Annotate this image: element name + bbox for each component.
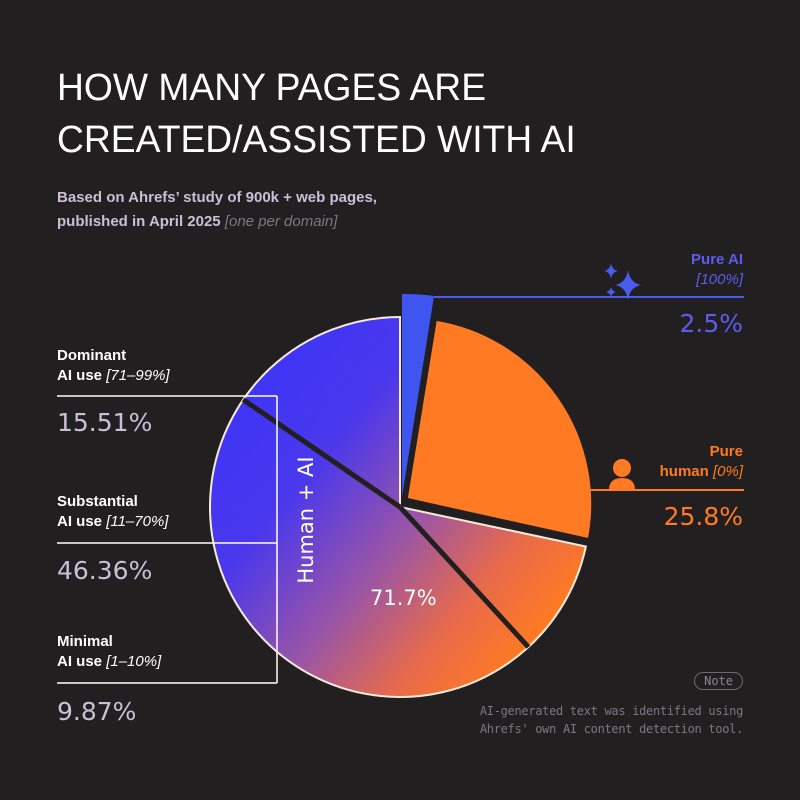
page-title: HOW MANY PAGES ARE CREATED/ASSISTED WITH… bbox=[57, 62, 576, 166]
minimal-name-1: Minimal bbox=[57, 633, 113, 650]
substantial-value: 46.36% bbox=[57, 556, 153, 585]
sparkles-icon bbox=[604, 263, 641, 300]
subtitle-line-1: Based on Ahrefs’ study of 900k + web pag… bbox=[57, 189, 377, 206]
note-text: AI-generated text was identified using A… bbox=[480, 702, 743, 738]
person-icon bbox=[609, 459, 635, 490]
substantial-range: [11–70%] bbox=[106, 513, 169, 530]
pure-ai-label: Pure AI [100%] bbox=[691, 250, 743, 290]
dominant-name-1: Dominant bbox=[57, 347, 127, 364]
subtitle-line-2: published in April 2025 bbox=[57, 213, 221, 230]
pure-human-range: [0%] bbox=[712, 463, 743, 480]
pure-human-value: 25.8% bbox=[663, 502, 743, 531]
pure-human-name-2: human bbox=[659, 463, 709, 480]
substantial-name-1: Substantial bbox=[57, 493, 138, 510]
pure-human-label: Pure human [0%] bbox=[660, 442, 743, 482]
dominant-range: [71–99%] bbox=[106, 367, 170, 384]
human-ai-label: Human + AI bbox=[294, 456, 318, 584]
substantial-name-2: AI use bbox=[57, 513, 103, 530]
pure-ai-name: Pure AI bbox=[691, 251, 743, 268]
pure-ai-value: 2.5% bbox=[679, 309, 743, 338]
slice-pure-ai bbox=[402, 293, 434, 497]
divider-minimal-substantial bbox=[398, 505, 531, 649]
pure-human-name-1: Pure bbox=[709, 443, 743, 460]
subtitle: Based on Ahrefs’ study of 900k + web pag… bbox=[57, 186, 377, 234]
dominant-name-2: AI use bbox=[57, 367, 103, 384]
minimal-range: [1–10%] bbox=[106, 653, 162, 670]
minimal-name-2: AI use bbox=[57, 653, 103, 670]
note-badge: Note bbox=[694, 672, 743, 690]
note-line-1: AI-generated text was identified using bbox=[479, 704, 743, 718]
human-ai-group bbox=[209, 315, 588, 698]
left-bracket bbox=[57, 395, 278, 684]
title-line-1: HOW MANY PAGES ARE bbox=[57, 67, 487, 109]
dominant-label: Dominant AI use [71–99%] bbox=[57, 346, 170, 386]
human-ai-value: 71.7% bbox=[370, 586, 437, 610]
note-line-2: Ahrefs' own AI content detection tool. bbox=[479, 722, 743, 736]
divider-substantial-dominant bbox=[241, 397, 402, 510]
slice-pure-human bbox=[402, 315, 597, 544]
minimal-label: Minimal AI use [1–10%] bbox=[57, 632, 161, 672]
subtitle-note: [one per domain] bbox=[224, 213, 338, 230]
title-line-2: CREATED/ASSISTED WITH AI bbox=[57, 119, 576, 161]
substantial-label: Substantial AI use [11–70%] bbox=[57, 492, 168, 532]
pure-ai-range: [100%] bbox=[696, 271, 743, 288]
minimal-value: 9.87% bbox=[57, 697, 137, 726]
dominant-value: 15.51% bbox=[57, 408, 153, 437]
